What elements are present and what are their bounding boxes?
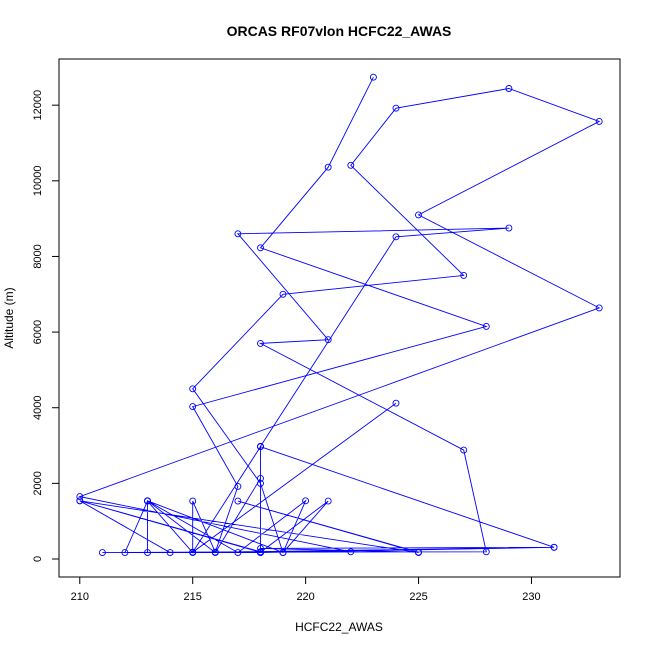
x-tick-label: 220 <box>296 591 314 603</box>
series-layer <box>76 73 603 557</box>
y-tick-label: 2000 <box>32 471 44 495</box>
data-point <box>211 548 219 556</box>
x-tick-label: 230 <box>522 591 540 603</box>
plot-frame <box>58 58 621 578</box>
data-point <box>257 443 264 451</box>
x-tick-label: 210 <box>71 591 89 603</box>
data-point <box>234 497 242 505</box>
data-point <box>189 403 197 411</box>
y-tick-label: 4000 <box>32 395 44 419</box>
data-point <box>392 233 400 241</box>
data-point <box>76 497 84 505</box>
data-point <box>302 497 310 505</box>
chart-title: ORCAS RF07vlon HCFC22_AWAS <box>227 23 452 39</box>
data-point <box>392 399 400 407</box>
data-point <box>595 304 603 312</box>
y-tick-label: 8000 <box>32 244 44 268</box>
data-point <box>347 161 355 169</box>
y-tick-label: 6000 <box>32 320 44 344</box>
data-point <box>121 549 129 557</box>
data-point <box>460 271 468 279</box>
data-point <box>234 549 242 557</box>
x-tick-label: 225 <box>409 591 427 603</box>
data-point <box>257 474 264 482</box>
data-point <box>324 336 332 344</box>
data-point <box>234 482 242 490</box>
y-axis: 0 2000 4000 6000 8000 10000 12000 <box>32 90 60 562</box>
data-point <box>482 548 490 556</box>
data-point <box>257 339 264 347</box>
data-point <box>392 104 400 112</box>
data-point <box>189 385 197 393</box>
data-point <box>144 549 151 557</box>
data-point <box>257 479 264 487</box>
data-point <box>166 549 174 557</box>
data-point <box>550 543 558 551</box>
series-line <box>78 76 601 554</box>
data-point <box>505 85 513 92</box>
data-point <box>415 548 422 556</box>
data-point <box>324 163 332 171</box>
data-point <box>505 224 513 232</box>
y-tick-label: 12000 <box>32 90 44 121</box>
data-point <box>257 549 264 557</box>
data-point <box>257 544 264 552</box>
data-point <box>460 446 468 454</box>
data-point <box>234 230 242 238</box>
data-point <box>324 497 332 505</box>
y-tick-label: 0 <box>32 556 44 562</box>
data-point <box>482 322 490 330</box>
y-tick-label: 10000 <box>32 166 44 197</box>
data-point <box>76 493 84 501</box>
y-axis-label: Altitude (m) <box>2 287 16 348</box>
data-point <box>98 549 106 557</box>
data-point <box>257 244 264 252</box>
x-tick-label: 215 <box>184 591 202 603</box>
data-point <box>347 548 355 556</box>
data-point <box>144 497 151 505</box>
data-point <box>189 548 197 556</box>
data-point <box>369 73 377 81</box>
x-axis: 210 215 220 225 230 <box>71 576 541 603</box>
data-point <box>189 497 197 505</box>
x-axis-label: HCFC22_AWAS <box>295 620 383 634</box>
data-point <box>415 211 422 219</box>
data-point <box>595 117 603 125</box>
data-point <box>279 549 287 557</box>
data-point <box>279 290 287 298</box>
